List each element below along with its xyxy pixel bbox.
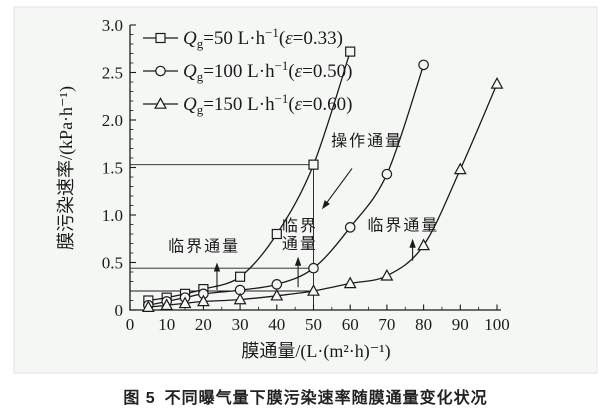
arrowhead-icon: [213, 262, 221, 272]
y-tick-label: 3.0: [102, 16, 123, 35]
caption-text: 不同曝气量下膜污染速率随膜通量变化状况: [164, 390, 488, 407]
reference-lines: [130, 164, 314, 310]
legend-label-1: Qg=100 L·h−1(ε=0.50): [183, 59, 352, 84]
y-axis-title: 膜污染速率/(kPa·h⁻¹): [56, 86, 77, 250]
legend-label-2: Qg=150 L·h−1(ε=0.60): [183, 92, 352, 117]
square-marker: [308, 159, 319, 170]
square-marker: [345, 46, 356, 57]
y-tick-label: 2.5: [102, 64, 123, 83]
arrowhead-icon: [294, 256, 302, 266]
circle-marker: [418, 59, 429, 71]
x-tick-label: 100: [484, 315, 510, 334]
annotation-operating-flux: 操作通量: [321, 132, 403, 210]
x-tick-label: 30: [232, 315, 249, 334]
triangle-marker: [233, 292, 247, 305]
y-tick-label: 1.5: [102, 159, 123, 178]
annotation-critical-flux-qg150: 临界通量: [367, 217, 439, 261]
y-tick-label: 0: [115, 301, 124, 320]
circle-marker: [381, 168, 393, 180]
figure-caption: 图 5 不同曝气量下膜污染速率随膜通量变化状况: [0, 384, 611, 408]
annotation-text: 临界: [282, 217, 318, 235]
triangle-marker: [154, 97, 167, 109]
legend-label-0: Qg=50 L·h−1(ε=0.33): [183, 26, 343, 51]
series-1-curve: [148, 64, 425, 306]
triangle-marker: [141, 300, 155, 312]
x-tick-label: 80: [415, 315, 432, 334]
square-marker: [235, 271, 246, 282]
y-tick-label: 2.0: [102, 111, 123, 130]
triangle-marker: [178, 296, 192, 309]
triangle-marker: [196, 294, 210, 307]
triangle-marker: [417, 238, 431, 251]
circle-marker: [155, 65, 166, 77]
x-tick-label: 60: [342, 315, 359, 334]
legend-entry-1: Qg=100 L·h−1(ε=0.50): [143, 59, 352, 84]
y-tick-label: 1.0: [102, 206, 123, 225]
triangle-marker: [380, 268, 394, 281]
annotation-critical-flux-qg50: 临界通量: [168, 237, 240, 291]
figure-panel: [13, 6, 598, 374]
circle-marker: [308, 262, 319, 274]
triangle-marker: [307, 284, 320, 296]
triangle-marker: [160, 298, 174, 311]
series-2-triangle: [141, 77, 504, 312]
x-tick-label: 90: [452, 315, 469, 334]
triangle-marker: [270, 288, 284, 301]
x-tick-label: 10: [158, 315, 175, 334]
square-marker: [271, 228, 282, 240]
triangle-marker: [453, 162, 467, 175]
caption-number: 图 5: [123, 390, 156, 407]
annotation-text: 操作通量: [331, 132, 403, 150]
annotation-text: 临界通量: [168, 237, 240, 255]
square-marker: [155, 32, 166, 44]
annotation-text: 临界通量: [367, 217, 439, 235]
x-tick-label: 70: [378, 315, 395, 334]
arrowhead-icon: [321, 200, 330, 210]
circle-marker: [344, 222, 356, 233]
annotation-critical-flux-qg100: 临界通量: [282, 217, 318, 288]
circle-marker: [271, 279, 283, 290]
x-tick-label: 40: [268, 315, 285, 334]
legend: Qg=50 L·h−1(ε=0.33) Qg=100 L·h−1(ε=0.50) Q…: [143, 26, 352, 117]
axes: 0 0.5 1.0 1.5 2.0 2.5 3.0 0 10 20 30 40 50 60 70 80 90 10…: [56, 16, 510, 362]
triangle-marker: [490, 77, 504, 89]
y-tick-label: 0.5: [102, 254, 123, 273]
annotation-text: 通量: [282, 235, 318, 253]
x-tick-label: 0: [126, 315, 135, 334]
arrowhead-icon: [409, 238, 416, 248]
legend-entry-2: Qg=150 L·h−1(ε=0.60): [143, 92, 352, 117]
x-tick-label: 50: [305, 315, 322, 334]
triangle-marker: [343, 276, 357, 289]
x-tick-label: 20: [195, 315, 212, 334]
legend-entry-0: Qg=50 L·h−1(ε=0.33): [143, 26, 343, 51]
x-axis-title: 膜通量/(L·(m²·h)⁻¹): [241, 341, 390, 362]
